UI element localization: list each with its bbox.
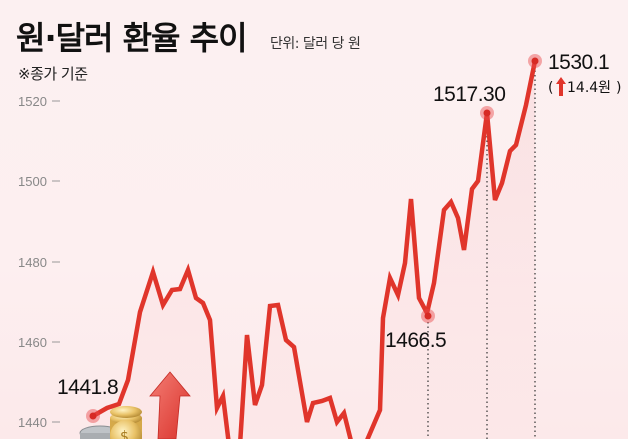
marker-peak [480, 106, 494, 120]
label-peak-value: 1517.30 [433, 83, 505, 106]
change-paren-close: ) [616, 80, 621, 96]
svg-text:$: $ [120, 429, 129, 439]
y-tick-1520: 1520 [18, 94, 47, 109]
y-tick-1460: 1460 [18, 335, 47, 350]
chart-title: 원·달러 환율 추이 [16, 19, 248, 57]
change-up-arrow-icon [556, 77, 566, 96]
y-tick-1500: 1500 [18, 174, 47, 189]
label-low-value: 1466.5 [385, 329, 446, 352]
y-tick-1440: 1440 [18, 415, 47, 430]
y-tick-1480: 1480 [18, 255, 47, 270]
change-paren-open: ( [548, 80, 553, 96]
change-value: 14.4원 [567, 80, 611, 96]
marker-last [528, 54, 542, 68]
exchange-rate-line [90, 58, 538, 439]
area-fill [93, 61, 535, 439]
marker-low [421, 309, 435, 323]
label-start-value: 1441.8 [57, 376, 118, 399]
coins-icon: $ [79, 406, 142, 439]
note-label: ※종가 기준 [18, 65, 88, 83]
y-axis: 1520 1500 1480 1460 1440 [18, 94, 60, 430]
label-last-value: 1530.1 [548, 51, 609, 74]
unit-label: 단위: 달러 당 원 [270, 36, 361, 52]
up-arrow-icon [149, 371, 191, 439]
marker-start [86, 409, 100, 423]
